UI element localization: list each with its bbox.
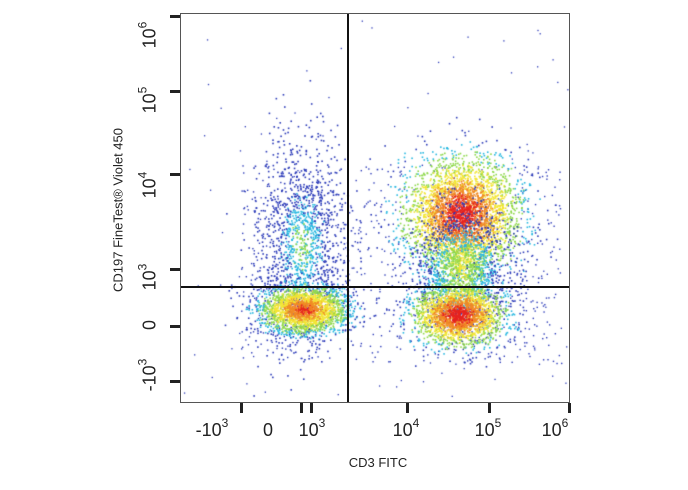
y-axis-label: CD197 FineTest® Violet 450	[110, 128, 126, 292]
y-tick-mark	[170, 325, 180, 328]
x-tick-mark	[300, 403, 303, 413]
x-axis-label: CD3 FITC	[348, 455, 408, 470]
y-tick-mark	[170, 15, 180, 18]
x-tick-label: 105	[474, 416, 502, 440]
quadrant-horizontal-line	[181, 286, 569, 288]
x-tick-mark	[240, 403, 243, 413]
y-tick-label: 0	[139, 319, 160, 331]
x-tick-mark	[568, 403, 571, 413]
y-tick-mark	[170, 90, 180, 93]
y-tick-mark	[170, 173, 180, 176]
x-tick-label: 106	[541, 416, 569, 440]
x-tick-mark	[488, 403, 491, 413]
density-scatter	[181, 14, 569, 402]
x-tick-label: 104	[392, 416, 420, 440]
x-tick-label: -103	[195, 416, 229, 440]
quadrant-vertical-line	[347, 14, 349, 402]
x-tick-mark	[406, 403, 409, 413]
y-tick-mark	[170, 268, 180, 271]
x-tick-label: 103	[298, 416, 326, 440]
y-tick-label: 103	[135, 263, 160, 291]
y-tick-mark	[170, 380, 180, 383]
plot-area	[180, 13, 570, 403]
y-tick-label: 104	[135, 171, 160, 199]
x-tick-mark	[310, 403, 313, 413]
y-tick-label: -103	[135, 358, 160, 392]
y-tick-label: 105	[135, 86, 160, 114]
x-tick-label: 0	[262, 420, 274, 440]
y-tick-label: 106	[135, 21, 160, 49]
